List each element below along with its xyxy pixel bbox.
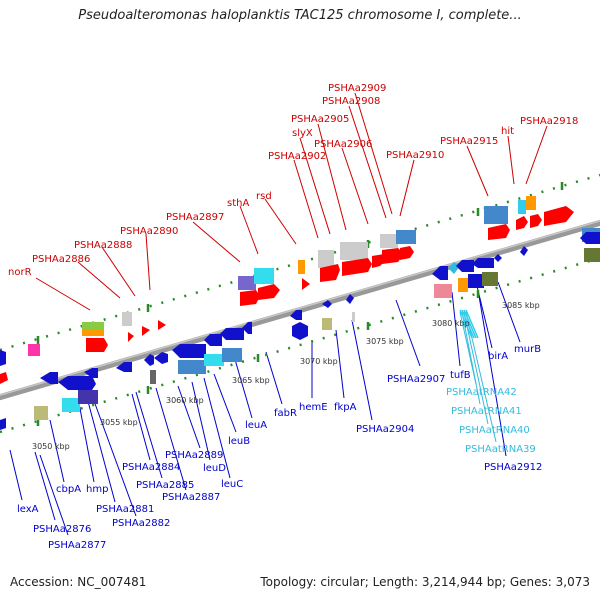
gene-label: lexA <box>17 504 39 515</box>
gene-label: birA <box>488 351 508 362</box>
gene-label: PSHAa2888 <box>74 240 132 251</box>
gene-label: hit <box>501 126 514 137</box>
gene-label: leuB <box>228 436 250 447</box>
gene-label: PSHAa2876 <box>33 524 91 535</box>
gene-label: leuA <box>245 420 267 431</box>
kbp-tick: 3060 kbp <box>166 396 204 405</box>
accession-text: Accession: NC_007481 <box>10 575 147 589</box>
gene-label: PSHAa2890 <box>120 226 178 237</box>
gene-label: norR <box>8 267 32 278</box>
gene-label: PSHAatRNA42 <box>446 387 517 398</box>
gene-label: murB <box>514 344 541 355</box>
gene-label: PSHAatRNA39 <box>465 444 536 455</box>
gene-label: tufB <box>450 370 471 381</box>
gene-label: PSHAatRNA40 <box>459 425 530 436</box>
gene-label: PSHAa2897 <box>166 212 224 223</box>
gene-label: PSHAa2909 <box>328 83 386 94</box>
gene-label: PSHAa2887 <box>162 492 220 503</box>
gene-label: PSHAa2918 <box>520 116 578 127</box>
kbp-tick: 3080 kbp <box>432 319 470 328</box>
gene-label: PSHAa2902 <box>268 151 326 162</box>
gene-label: PSHAa2904 <box>356 424 414 435</box>
gene-label: PSHAa2885 <box>136 480 194 491</box>
gene-label: slyX <box>292 128 313 139</box>
forward-genes[interactable] <box>0 196 600 384</box>
kbp-tick: 3055 kbp <box>100 418 138 427</box>
gene-label: PSHAa2907 <box>387 374 445 385</box>
kbp-tick: 3085 kbp <box>502 301 540 310</box>
gene-label: PSHAa2910 <box>386 150 444 161</box>
gene-label: hmp <box>86 484 108 495</box>
gene-label: PSHAa2877 <box>48 540 106 551</box>
gene-label: rsd <box>256 191 272 202</box>
reverse-genes[interactable] <box>0 232 600 430</box>
gene-label: fkpA <box>334 402 357 413</box>
gene-label: leuD <box>203 463 226 474</box>
kbp-tick: 3070 kbp <box>300 357 338 366</box>
gene-label: PSHAa2906 <box>314 139 372 150</box>
gene-label: PSHAa2886 <box>32 254 90 265</box>
gene-label: PSHAa2912 <box>484 462 542 473</box>
leader-lines <box>9 92 548 536</box>
gene-label: PSHAatRNA41 <box>451 406 522 417</box>
gene-label: PSHAa2915 <box>440 136 498 147</box>
kbp-tick: 3050 kbp <box>32 442 70 451</box>
kbp-tick: 3065 kbp <box>232 376 270 385</box>
trna-leaders <box>459 311 497 443</box>
gene-label: PSHAa2889 <box>165 450 223 461</box>
gene-label: PSHAa2882 <box>112 518 170 529</box>
gene-label: fabR <box>274 408 297 419</box>
gene-label: PSHAa2908 <box>322 96 380 107</box>
bottom-gene-labels[interactable]: lexA PSHAa2876 PSHAa2877 cbpA hmp PSHAa2… <box>17 344 542 551</box>
summary-text: Topology: circular; Length: 3,214,944 bp… <box>260 575 590 589</box>
kbp-ticks: 3050 kbp 3055 kbp 3060 kbp 3065 kbp 3070… <box>32 301 540 451</box>
gene-label: sthA <box>227 198 249 209</box>
top-gene-labels[interactable]: norR PSHAa2886 PSHAa2888 PSHAa2890 PSHAa… <box>8 83 578 278</box>
gene-label: PSHAa2881 <box>96 504 154 515</box>
map-title: Pseudoalteromonas haloplanktis TAC125 ch… <box>78 8 522 23</box>
gene-label: hemE <box>299 402 328 413</box>
gene-label: cbpA <box>56 484 81 495</box>
trna-labels[interactable]: PSHAatRNA42 PSHAatRNA41 PSHAatRNA40 PSHA… <box>446 387 536 455</box>
gene-label: leuC <box>221 479 243 490</box>
kbp-tick: 3075 kbp <box>366 337 404 346</box>
gene-label: PSHAa2884 <box>122 462 180 473</box>
gene-label: PSHAa2905 <box>291 114 349 125</box>
